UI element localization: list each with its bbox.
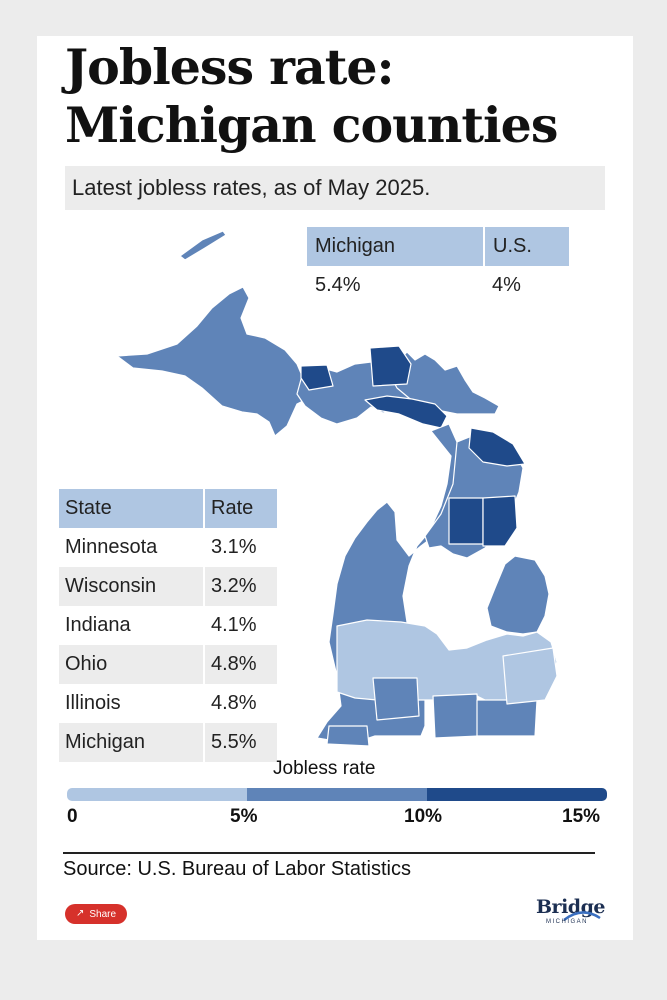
state-rate: 3.1%	[204, 528, 277, 567]
county-south-mid-b	[432, 693, 480, 739]
header-us: U.S.	[484, 227, 569, 266]
state-name: Minnesota	[59, 528, 205, 567]
title-line-1: Jobless rate:	[65, 38, 395, 96]
header-state: State	[59, 489, 205, 528]
table-row: Minnesota 3.1%	[59, 528, 277, 567]
legend-color-bar	[67, 788, 607, 801]
state-rate: 4.1%	[204, 606, 277, 645]
legend-swatch-mid	[247, 788, 427, 801]
legend-swatch-low	[67, 788, 247, 801]
table-row: Ohio 4.8%	[59, 645, 277, 684]
county-alger	[300, 364, 334, 391]
subtitle: Latest jobless rates, as of May 2025.	[65, 166, 605, 210]
legend-tick-5: 5%	[230, 806, 258, 827]
county-alcona	[482, 495, 518, 547]
logo-subtitle: MICHIGAN	[546, 919, 588, 925]
county-montmorency-oscoda	[448, 497, 484, 545]
table-row: Wisconsin 3.2%	[59, 567, 277, 606]
share-label: Share	[89, 908, 117, 920]
header-rate: Rate	[204, 489, 277, 528]
state-rate: 4.8%	[204, 645, 277, 684]
county-cheboygan-presque-isle	[468, 427, 526, 467]
county-mackinac	[364, 395, 448, 429]
state-name: Ohio	[59, 645, 205, 684]
value-us: 4%	[492, 274, 521, 296]
state-rate: 3.2%	[204, 567, 277, 606]
share-button[interactable]: ↗ Share	[65, 904, 127, 924]
upper-peninsula-west	[116, 286, 310, 437]
infographic-card: Jobless rate: Michigan counties Latest j…	[37, 36, 633, 940]
state-name: Indiana	[59, 606, 205, 645]
lower-peninsula-thumb	[486, 555, 550, 635]
legend-title: Jobless rate	[273, 758, 376, 779]
title-line-2: Michigan counties	[65, 96, 558, 154]
county-south-mid-a	[372, 677, 420, 721]
county-luce	[369, 345, 412, 387]
state-rates-table: State Rate Minnesota 3.1% Wisconsin 3.2%…	[59, 489, 277, 762]
bridge-michigan-logo[interactable]: Bridge MICHIGAN	[532, 896, 612, 932]
source-note: Source: U.S. Bureau of Labor Statistics	[63, 858, 411, 880]
state-rate: 5.5%	[204, 723, 277, 762]
michigan-county-map	[116, 230, 558, 747]
value-michigan: 5.4%	[315, 274, 361, 296]
state-name: Wisconsin	[59, 567, 205, 606]
share-icon: ↗	[75, 908, 85, 919]
county-southwest-mid	[326, 725, 370, 747]
page-title: Jobless rate: Michigan counties	[65, 38, 558, 154]
isle-royale	[179, 230, 227, 261]
legend-tick-0: 0	[67, 806, 78, 827]
legend-tick-10: 10%	[404, 806, 443, 827]
legend-tick-15: 15%	[562, 806, 601, 827]
table-row: Illinois 4.8%	[59, 684, 277, 723]
divider	[63, 852, 595, 854]
county-south-mid-c	[476, 699, 538, 737]
county-southeast-light	[502, 647, 558, 705]
legend-swatch-high	[427, 788, 607, 801]
table-row: Michigan 5.5%	[59, 723, 277, 762]
state-name: Michigan	[59, 723, 205, 762]
table-row: Indiana 4.1%	[59, 606, 277, 645]
state-rate: 4.8%	[204, 684, 277, 723]
logo-swoosh-icon	[563, 911, 601, 922]
state-name: Illinois	[59, 684, 205, 723]
michigan-us-table: Michigan U.S. 5.4% 4%	[307, 227, 569, 305]
header-michigan: Michigan	[307, 227, 485, 266]
